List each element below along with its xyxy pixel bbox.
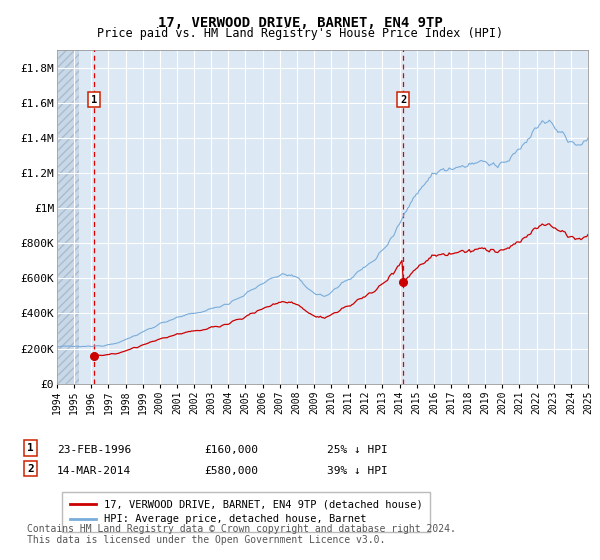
Text: Price paid vs. HM Land Registry's House Price Index (HPI): Price paid vs. HM Land Registry's House …	[97, 27, 503, 40]
Bar	[57, 50, 79, 384]
Text: Contains HM Land Registry data © Crown copyright and database right 2024.
This d: Contains HM Land Registry data © Crown c…	[27, 524, 456, 545]
Text: 2: 2	[400, 95, 406, 105]
Text: 1: 1	[27, 443, 34, 453]
Text: 1: 1	[91, 95, 97, 105]
Text: 14-MAR-2014: 14-MAR-2014	[57, 466, 131, 476]
Text: 25% ↓ HPI: 25% ↓ HPI	[327, 445, 388, 455]
Text: £580,000: £580,000	[204, 466, 258, 476]
Text: 2: 2	[27, 464, 34, 474]
Text: 39% ↓ HPI: 39% ↓ HPI	[327, 466, 388, 476]
Text: 23-FEB-1996: 23-FEB-1996	[57, 445, 131, 455]
Legend: 17, VERWOOD DRIVE, BARNET, EN4 9TP (detached house), HPI: Average price, detache: 17, VERWOOD DRIVE, BARNET, EN4 9TP (deta…	[62, 492, 430, 531]
Text: 17, VERWOOD DRIVE, BARNET, EN4 9TP: 17, VERWOOD DRIVE, BARNET, EN4 9TP	[158, 16, 442, 30]
Text: £160,000: £160,000	[204, 445, 258, 455]
